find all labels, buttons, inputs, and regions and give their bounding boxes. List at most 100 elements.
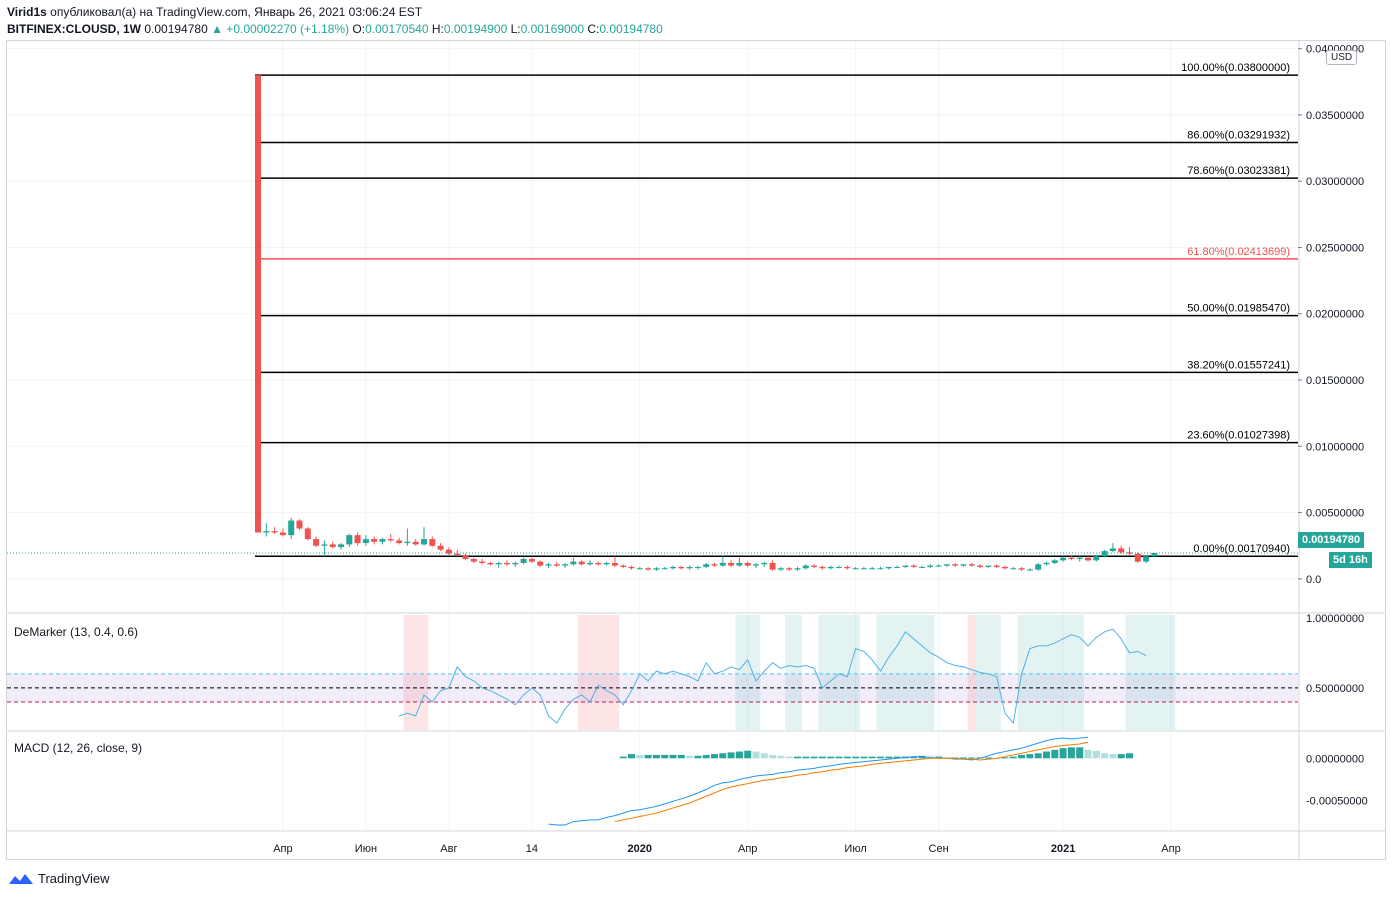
candle-body (620, 565, 627, 567)
macd-histogram-bar (893, 756, 901, 759)
candle-body (1109, 548, 1116, 552)
macd-histogram-bar (1084, 749, 1092, 759)
macd-histogram-bar (843, 756, 851, 759)
author-name[interactable]: Virid1s (7, 5, 47, 19)
overbought-zone (785, 615, 802, 730)
fib-level-label: 38.20%(0.01557241) (1187, 359, 1290, 371)
x-tick-label: 2021 (1051, 843, 1075, 855)
x-tick-label: 2020 (628, 843, 652, 855)
macd-histogram-bar (960, 757, 967, 759)
price-change: ▲ +0.00002270 (+1.18%) (211, 22, 350, 36)
demarker-title[interactable]: DeMarker (13, 0.4, 0.6) (14, 625, 139, 639)
candle-body (827, 566, 834, 569)
candle-body (1085, 557, 1091, 561)
candle-body (1026, 569, 1033, 571)
symbol-label[interactable]: BITFINEX:CLOUSD, 1W (7, 22, 141, 36)
macd-histogram-bar (1109, 754, 1117, 759)
candle-body (404, 541, 411, 544)
candle-body (869, 568, 876, 570)
open-label: O: (352, 22, 366, 36)
oversold-zone (403, 615, 429, 730)
x-tick-label: Авг (440, 843, 457, 855)
macd-histogram-bar (818, 756, 826, 759)
oversold-zone (967, 615, 977, 730)
macd-histogram-bar (711, 754, 718, 759)
currency-button[interactable]: USD (1326, 50, 1358, 65)
close-value: 0.00194780 (599, 22, 663, 36)
candle-body (661, 568, 668, 570)
candle-body (993, 565, 1000, 567)
open-value: 0.00170540 (365, 22, 429, 36)
fib-level-label: 50.00%(0.01985470) (1187, 303, 1290, 315)
macd-histogram-bar (636, 754, 644, 759)
macd-histogram-bar (1126, 753, 1133, 759)
y-tick-label: 0.03000000 (1306, 176, 1364, 188)
macd-histogram-bar (1018, 754, 1026, 759)
macd-histogram-bar (885, 756, 893, 759)
macd-histogram-bar (794, 756, 801, 759)
low-label: L: (510, 22, 521, 36)
candle-body (1018, 568, 1025, 570)
candle-body (952, 564, 959, 566)
last-price: 0.00194780 (144, 22, 208, 36)
candle-body (819, 566, 826, 569)
candle-body (836, 566, 842, 568)
macd-histogram-bar (760, 753, 768, 759)
candle-body (860, 568, 867, 570)
candle-body (595, 562, 602, 565)
macd-histogram-bar (669, 754, 677, 759)
candle-body (769, 562, 776, 570)
macd-title[interactable]: MACD (12, 26, close, 9) (14, 741, 143, 755)
close-label: C: (587, 22, 600, 36)
candle-body (528, 558, 535, 562)
chart-frame (6, 40, 1386, 860)
candle-body (1068, 557, 1075, 559)
candle-body (570, 561, 577, 565)
axes: 0.040000000.035000000.030000000.02500000… (273, 44, 1368, 855)
fib-level-label: 23.60%(0.01027398) (1187, 430, 1290, 442)
macd-histogram-bar (644, 754, 652, 759)
candle-body (761, 562, 768, 565)
fib-level-label: 61.80%(0.02413699) (1187, 246, 1290, 258)
candle-body (670, 566, 676, 569)
overbought-zone (1017, 615, 1084, 730)
candle-body (429, 539, 436, 546)
candle-body (894, 566, 901, 568)
candle-body (802, 565, 809, 569)
candle-body (1134, 553, 1141, 562)
candle-body (1051, 560, 1058, 563)
overbought-zone (735, 615, 761, 730)
candle-body (603, 562, 610, 565)
high-value: 0.00194900 (443, 22, 508, 36)
macd-histogram-bar (777, 755, 785, 759)
candle-body (454, 553, 461, 555)
overbought-zone (1125, 615, 1176, 730)
x-tick-label: Июл (844, 843, 866, 855)
macd-histogram-bar (1009, 756, 1017, 759)
candle-body (636, 568, 643, 570)
candle-body (902, 565, 909, 567)
macd-histogram-bar (752, 751, 760, 759)
macd-histogram-bar (1092, 750, 1100, 759)
macd-histogram-bar (661, 754, 669, 759)
macd-pane (548, 736, 1133, 826)
macd-histogram-bar (1051, 749, 1059, 759)
macd-histogram-bar (860, 756, 868, 759)
footer-brand[interactable]: TradingView (8, 871, 110, 886)
candle-body (396, 540, 403, 544)
ohlc-legend: BITFINEX:CLOUSD, 1W 0.00194780 ▲ +0.0000… (7, 22, 663, 37)
candle-body (1118, 548, 1125, 553)
candle-body (736, 562, 743, 566)
candle-body (271, 531, 278, 533)
candle-body (694, 566, 701, 568)
candle-body (852, 568, 859, 570)
macd-histogram-bar (1076, 747, 1084, 759)
y-tick-label: 0.00000000 (1306, 753, 1364, 765)
candle-body (977, 565, 984, 567)
candle-body (346, 535, 353, 545)
fib-retracement: 100.00%(0.03800000) 86.00%(0.03291932) 78.… (255, 62, 1298, 557)
candle-body (537, 561, 544, 566)
macd-histogram-bar (1026, 754, 1034, 759)
macd-histogram-bar (868, 756, 876, 759)
